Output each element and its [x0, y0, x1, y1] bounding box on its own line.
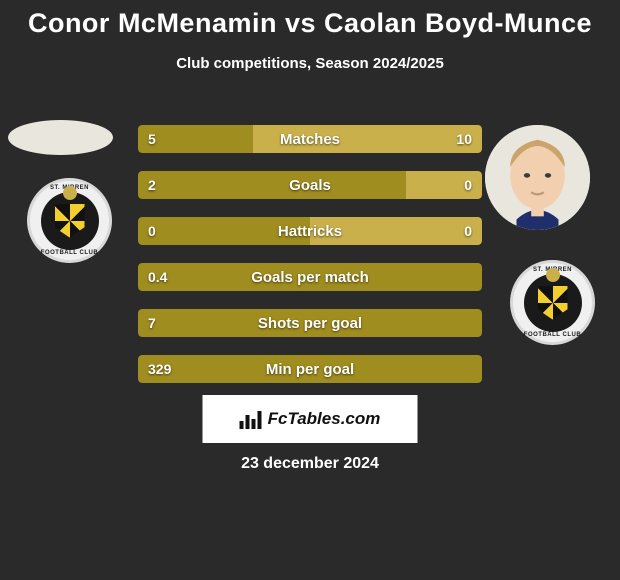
stat-value-left: 5	[138, 125, 166, 153]
stat-bar-left	[138, 309, 482, 337]
stat-row: 7 Shots per goal	[138, 309, 482, 337]
stat-value-right	[462, 355, 482, 383]
club-badge-text-bottom: FOOTBALL CLUB	[524, 332, 581, 338]
page-title: Conor McMenamin vs Caolan Boyd-Munce	[0, 0, 620, 39]
date-text: 23 december 2024	[0, 455, 620, 473]
watermark: FcTables.com	[203, 395, 418, 443]
stat-value-left: 329	[138, 355, 181, 383]
club-badge-text-bottom: FOOTBALL CLUB	[41, 250, 98, 256]
stat-row: 5 Matches 10	[138, 125, 482, 153]
stat-row: 0 Hattricks 0	[138, 217, 482, 245]
player-right-club-badge: ST. MIRREN FOOTBALL CLUB	[510, 260, 595, 345]
stat-bar-left	[138, 263, 482, 291]
stat-bar-left	[138, 171, 406, 199]
bars-icon	[240, 409, 262, 429]
stat-value-left: 0	[138, 217, 166, 245]
stat-value-right: 0	[454, 217, 482, 245]
page-subtitle: Club competitions, Season 2024/2025	[0, 55, 620, 72]
stat-value-right	[462, 263, 482, 291]
player-left-avatar	[8, 120, 113, 155]
stat-row: 329 Min per goal	[138, 355, 482, 383]
player-right-avatar	[485, 125, 590, 230]
stat-row: 0.4 Goals per match	[138, 263, 482, 291]
stat-value-right	[462, 309, 482, 337]
stat-value-right: 0	[454, 171, 482, 199]
stat-bar-left	[138, 355, 482, 383]
stat-value-left: 2	[138, 171, 166, 199]
stat-value-right: 10	[446, 125, 482, 153]
stat-value-left: 0.4	[138, 263, 177, 291]
player-left-club-badge: ST. MIRREN FOOTBALL CLUB	[27, 178, 112, 263]
stat-row: 2 Goals 0	[138, 171, 482, 199]
player-right-face-icon	[485, 125, 590, 230]
watermark-text: FcTables.com	[268, 409, 381, 429]
stat-value-left: 7	[138, 309, 166, 337]
stats-bars: 5 Matches 10 2 Goals 0 0 Hattricks 0 0.4…	[138, 125, 482, 401]
